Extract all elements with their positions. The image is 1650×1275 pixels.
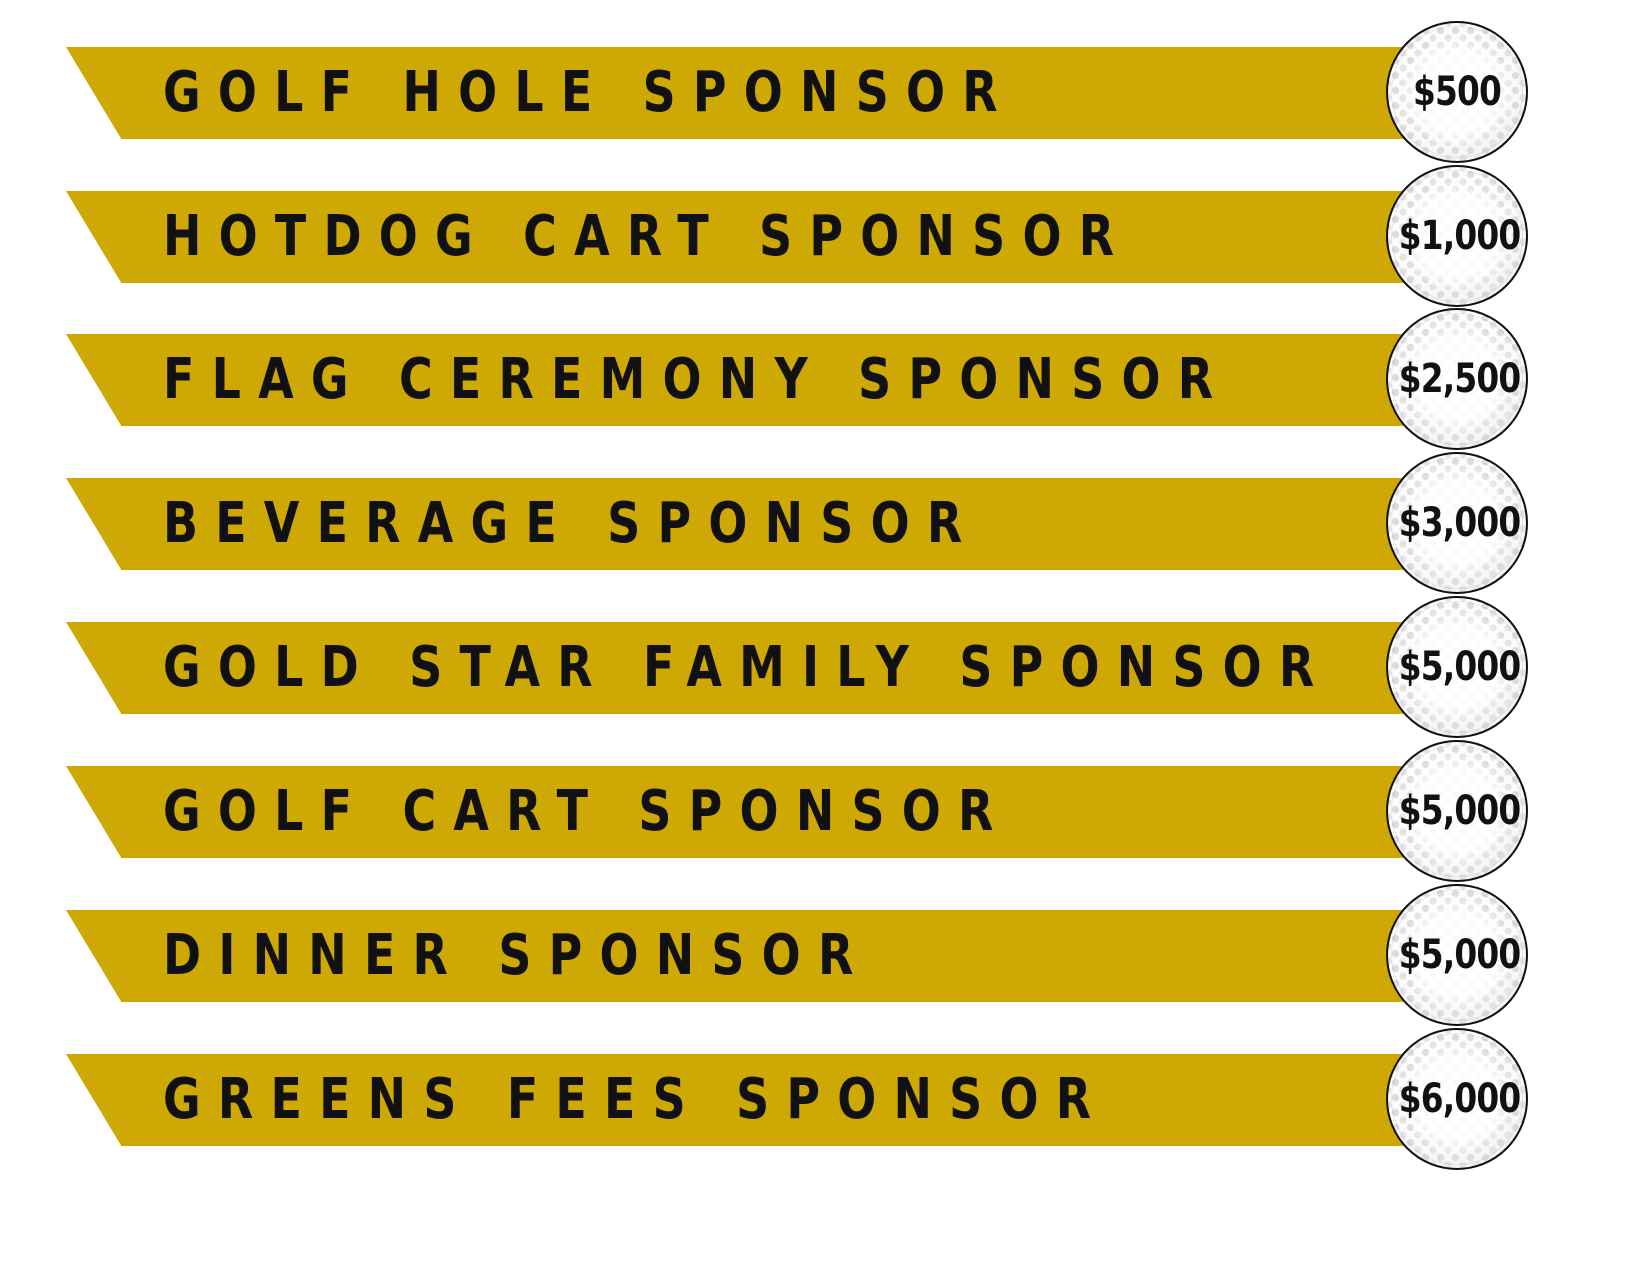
sponsor-tier-row: DINNER SPONSOR $5,000 bbox=[0, 884, 1650, 1034]
tier-name: GOLF CART SPONSOR bbox=[163, 779, 1011, 844]
tier-ribbon bbox=[66, 910, 1416, 1002]
sponsor-tier-row: GOLF HOLE SPONSOR $500 bbox=[0, 21, 1650, 171]
golf-ball-highlight bbox=[1391, 170, 1523, 302]
golf-ball-highlight bbox=[1391, 1033, 1523, 1165]
tier-price: $1,000 bbox=[1398, 213, 1521, 259]
tier-name: BEVERAGE SPONSOR bbox=[163, 491, 980, 556]
tier-name: DINNER SPONSOR bbox=[163, 923, 871, 988]
tier-ribbon bbox=[66, 334, 1416, 426]
tier-price: $5,000 bbox=[1398, 788, 1521, 834]
tier-price: $3,000 bbox=[1398, 500, 1521, 546]
tier-price: $5,000 bbox=[1398, 644, 1521, 690]
tier-name: GOLF HOLE SPONSOR bbox=[163, 60, 1015, 125]
tier-name: GREENS FEES SPONSOR bbox=[163, 1067, 1109, 1132]
sponsor-tier-row: GOLF CART SPONSOR $5,000 bbox=[0, 740, 1650, 890]
tier-price: $2,500 bbox=[1398, 356, 1521, 402]
tier-name: FLAG CEREMONY SPONSOR bbox=[163, 347, 1231, 412]
sponsor-tier-row: GOLD STAR FAMILY SPONSOR $5,000 bbox=[0, 596, 1650, 746]
sponsor-tier-row: GREENS FEES SPONSOR $6,000 bbox=[0, 1028, 1650, 1178]
tier-price: $5,000 bbox=[1398, 932, 1521, 978]
golf-ball-highlight bbox=[1391, 601, 1523, 733]
sponsor-tier-row: FLAG CEREMONY SPONSOR $2,500 bbox=[0, 308, 1650, 458]
golf-ball-highlight bbox=[1391, 457, 1523, 589]
sponsor-tier-row: HOTDOG CART SPONSOR $1,000 bbox=[0, 165, 1650, 315]
sponsor-tier-row: BEVERAGE SPONSOR $3,000 bbox=[0, 452, 1650, 602]
golf-ball-highlight bbox=[1391, 889, 1523, 1021]
golf-ball-highlight bbox=[1391, 26, 1523, 158]
tier-ribbon bbox=[66, 622, 1416, 714]
tier-price: $500 bbox=[1412, 69, 1502, 115]
tier-ribbon bbox=[66, 1054, 1416, 1146]
tier-name: HOTDOG CART SPONSOR bbox=[163, 204, 1132, 269]
tier-ribbon bbox=[66, 766, 1416, 858]
tier-ribbon bbox=[66, 47, 1416, 139]
tier-price: $6,000 bbox=[1398, 1076, 1521, 1122]
golf-ball-highlight bbox=[1391, 745, 1523, 877]
golf-ball-highlight bbox=[1391, 313, 1523, 445]
tier-ribbon bbox=[66, 478, 1416, 570]
tier-ribbon bbox=[66, 191, 1416, 283]
tier-name: GOLD STAR FAMILY SPONSOR bbox=[163, 635, 1332, 700]
